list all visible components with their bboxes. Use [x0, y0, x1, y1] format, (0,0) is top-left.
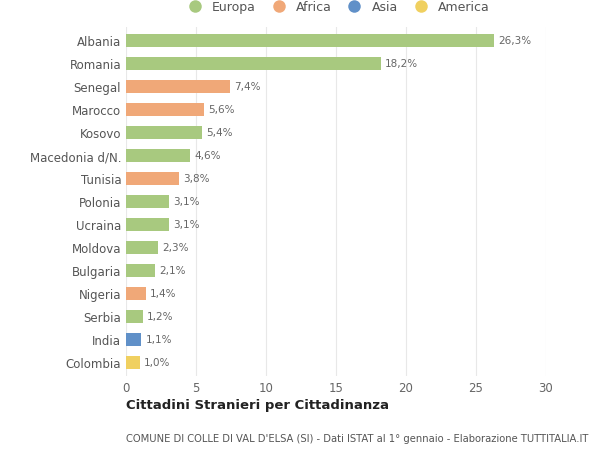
Text: 1,0%: 1,0% — [144, 358, 170, 368]
Bar — [126, 35, 494, 48]
Bar — [126, 173, 179, 185]
Bar — [126, 333, 142, 346]
Text: 3,1%: 3,1% — [173, 197, 200, 207]
Text: 7,4%: 7,4% — [234, 82, 260, 92]
Bar — [126, 241, 158, 254]
Text: 2,1%: 2,1% — [160, 266, 186, 276]
Text: 5,4%: 5,4% — [206, 128, 232, 138]
Bar — [126, 310, 143, 323]
Text: 1,4%: 1,4% — [150, 289, 176, 299]
Bar — [126, 218, 169, 231]
Bar — [126, 81, 230, 94]
Text: Cittadini Stranieri per Cittadinanza: Cittadini Stranieri per Cittadinanza — [126, 398, 389, 412]
Bar — [126, 104, 205, 117]
Text: COMUNE DI COLLE DI VAL D'ELSA (SI) - Dati ISTAT al 1° gennaio - Elaborazione TUT: COMUNE DI COLLE DI VAL D'ELSA (SI) - Dat… — [126, 433, 589, 442]
Text: 1,2%: 1,2% — [147, 312, 173, 322]
Bar — [126, 150, 190, 162]
Legend: Europa, Africa, Asia, America: Europa, Africa, Asia, America — [179, 0, 493, 17]
Bar — [126, 127, 202, 140]
Text: 1,1%: 1,1% — [146, 335, 172, 345]
Text: 5,6%: 5,6% — [209, 105, 235, 115]
Bar — [126, 196, 169, 208]
Bar — [126, 356, 140, 369]
Text: 4,6%: 4,6% — [194, 151, 221, 161]
Text: 3,1%: 3,1% — [173, 220, 200, 230]
Text: 26,3%: 26,3% — [499, 36, 532, 46]
Text: 2,3%: 2,3% — [163, 243, 189, 253]
Bar — [126, 287, 146, 300]
Bar — [126, 264, 155, 277]
Text: 18,2%: 18,2% — [385, 59, 418, 69]
Text: 3,8%: 3,8% — [184, 174, 210, 184]
Bar — [126, 58, 381, 71]
